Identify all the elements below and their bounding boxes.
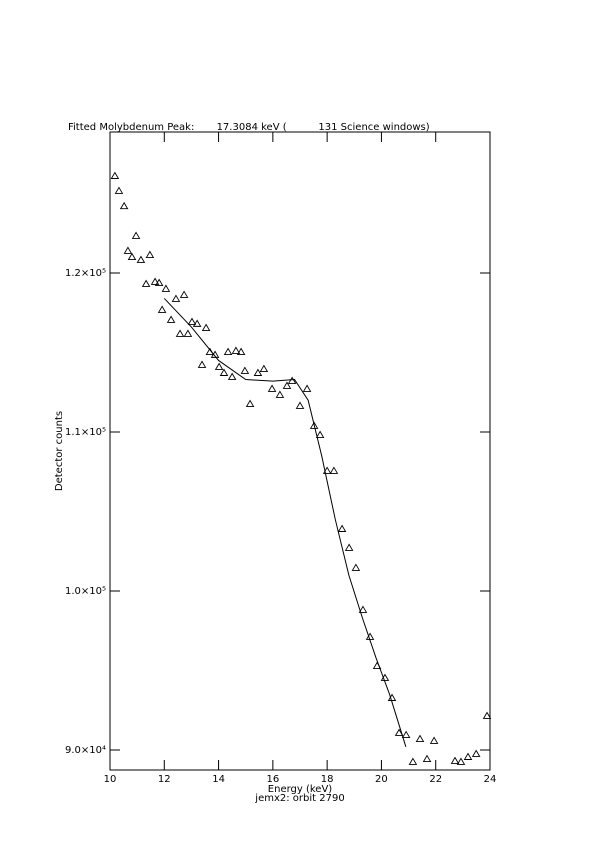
data-point (394, 728, 404, 736)
data-point (123, 246, 133, 254)
data-point (344, 543, 354, 551)
x-tick-label: 14 (212, 774, 225, 785)
data-point (110, 171, 120, 179)
x-tick-label: 20 (375, 774, 388, 785)
x-tick-label: 22 (429, 774, 442, 785)
y-tick-label: 1.2×10⁵ (65, 268, 106, 279)
x-tick-label: 18 (321, 774, 334, 785)
x-tick-label: 16 (266, 774, 279, 785)
data-point (408, 757, 418, 765)
data-point (401, 730, 411, 739)
y-tick-label: 1.0×10⁵ (65, 586, 106, 597)
data-point (223, 347, 233, 355)
data-point (337, 524, 347, 532)
y-tick-label: 1.1×10⁵ (65, 427, 106, 438)
data-point (282, 381, 292, 389)
data-point (187, 317, 197, 325)
data-point (259, 364, 269, 372)
data-point (183, 329, 193, 337)
data-point (456, 757, 466, 765)
data-point (351, 563, 361, 571)
data-point (175, 329, 185, 337)
data-point (471, 749, 481, 757)
data-point (131, 231, 141, 239)
data-point (253, 368, 263, 376)
data-point (358, 605, 368, 613)
data-point (192, 319, 202, 327)
data-point (245, 399, 255, 407)
data-point (236, 347, 246, 355)
data-point (422, 754, 432, 763)
x-tick-label: 12 (158, 774, 171, 785)
data-point (287, 376, 297, 384)
data-point (150, 277, 160, 285)
data-point (275, 390, 285, 398)
data-point (119, 201, 129, 210)
data-point (295, 401, 305, 409)
chart-title: Fitted Molybdenum Peak: 17.3084 keV ( 13… (68, 122, 430, 133)
data-point (161, 284, 171, 292)
data-point (145, 250, 155, 258)
data-point (157, 305, 167, 313)
data-point (179, 290, 189, 298)
data-point (114, 186, 124, 194)
x-axis-label: Energy (keV) (268, 784, 333, 795)
data-point (309, 421, 319, 429)
plot-frame (109, 131, 491, 771)
data-point (429, 736, 439, 744)
data-point (463, 752, 473, 760)
data-point (197, 360, 207, 368)
data-point (136, 255, 146, 263)
data-point (322, 466, 332, 474)
x-tick-label: 10 (104, 774, 117, 785)
data-point (166, 315, 176, 323)
data-point (171, 294, 181, 302)
x-tick-label: 24 (484, 774, 497, 785)
data-point (315, 430, 325, 438)
data-point (127, 252, 137, 261)
data-point (415, 734, 425, 742)
data-point (227, 372, 237, 380)
data-point (450, 756, 460, 764)
data-point (141, 279, 151, 287)
data-point (240, 366, 250, 374)
data-point (482, 711, 492, 719)
data-point (267, 384, 277, 392)
fit-line (163, 298, 407, 747)
subtitle: jemx2: orbit 2790 (254, 793, 344, 804)
data-point (231, 346, 241, 354)
y-tick-label: 9.0×10⁴ (65, 745, 106, 756)
data-point (302, 384, 312, 392)
data-point (219, 368, 229, 376)
data-point (201, 323, 211, 331)
data-point (154, 278, 164, 286)
data-point (329, 466, 339, 474)
y-axis-label: Detector counts (54, 411, 65, 491)
data-point (214, 362, 224, 370)
